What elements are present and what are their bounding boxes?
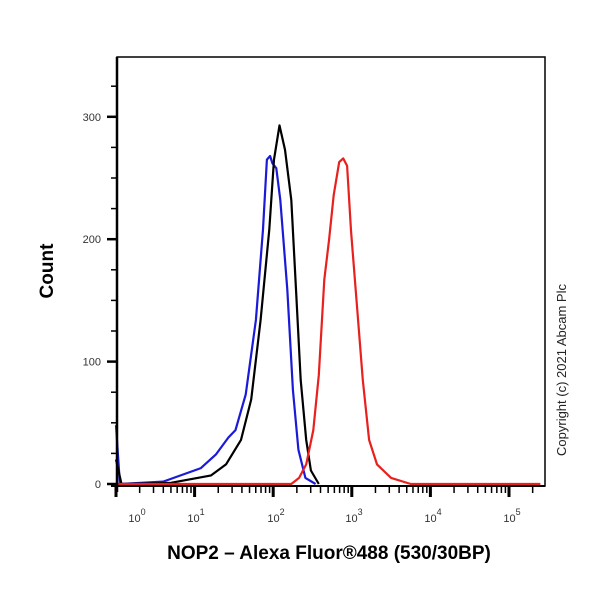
x-axis: 100 101 102 103 104 105: [114, 486, 534, 525]
y-tick-label: 200: [83, 234, 101, 246]
x-tick-label: 104: [424, 507, 441, 525]
y-tick-label: 0: [95, 479, 101, 491]
x-tick-label: 103: [345, 507, 362, 525]
x-tick-label: 101: [187, 507, 204, 525]
plot-frame: [116, 56, 546, 487]
y-axis: 0 100 200 300: [83, 85, 117, 491]
x-axis-label: NOP2 – Alexa Fluor®488 (530/30BP): [167, 543, 491, 564]
curve-black: [114, 124, 320, 486]
x-tick-label: 105: [503, 507, 520, 525]
y-tick-label: 100: [83, 357, 101, 369]
curve-red: [116, 157, 541, 486]
curve-blue: [114, 154, 317, 486]
x-tick-label: 102: [267, 507, 284, 525]
x-tick-label: 100: [128, 507, 145, 525]
histogram-curves: [114, 124, 541, 486]
y-tick-label: 300: [83, 112, 101, 124]
copyright-notice: Copyright (c) 2021 Abcam Plc: [554, 284, 569, 456]
y-axis-label: Count: [37, 243, 58, 299]
